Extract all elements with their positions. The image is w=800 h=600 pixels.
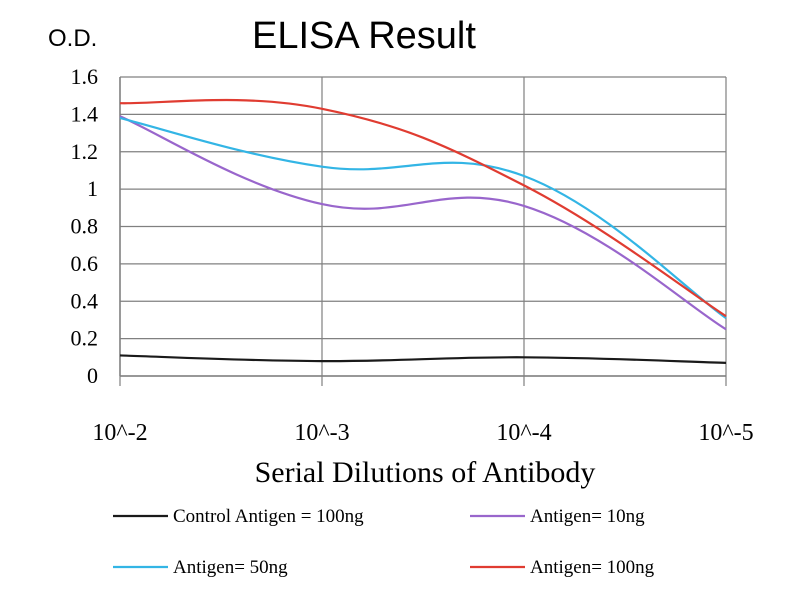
series-lines <box>119 98 727 364</box>
y-tick-label: 0.2 <box>71 326 99 351</box>
legend-label: Control Antigen = 100ng <box>173 506 364 527</box>
x-tick-label: 10^-2 <box>92 420 147 446</box>
y-tick-label: 0.8 <box>71 214 99 239</box>
chart-title: ELISA Result <box>252 15 476 57</box>
y-tick-label: 1 <box>87 176 98 201</box>
series-line <box>119 115 727 331</box>
y-tick-label: 1.4 <box>71 101 99 126</box>
y-tick-labels: 0 0.2 0.4 0.6 0.8 1 1.2 1.4 1.6 <box>71 64 99 388</box>
y-tick-label: 0 <box>87 363 98 388</box>
y-tick-label: 1.2 <box>71 139 99 164</box>
y-tick-label: 0.6 <box>71 251 99 276</box>
grid-lines <box>119 76 727 386</box>
legend-label: Antigen= 100ng <box>530 557 655 578</box>
series-line <box>119 98 727 318</box>
legend-label: Antigen= 50ng <box>173 557 288 578</box>
series-line <box>119 117 727 319</box>
y-tick-label: 1.6 <box>71 64 99 89</box>
x-axis-label: Serial Dilutions of Antibody <box>255 456 596 489</box>
legend-label: Antigen= 10ng <box>530 506 645 527</box>
x-tick-labels: 10^-2 10^-3 10^-4 10^-5 <box>92 420 753 446</box>
x-tick-label: 10^-3 <box>294 420 349 446</box>
legend: Control Antigen = 100ng Antigen= 10ng Anti… <box>113 506 655 578</box>
x-tick-label: 10^-4 <box>496 420 551 446</box>
series-line <box>119 354 727 364</box>
y-tick-label: 0.4 <box>71 288 99 313</box>
y-axis-label: O.D. <box>48 25 97 52</box>
x-tick-label: 10^-5 <box>698 420 753 446</box>
